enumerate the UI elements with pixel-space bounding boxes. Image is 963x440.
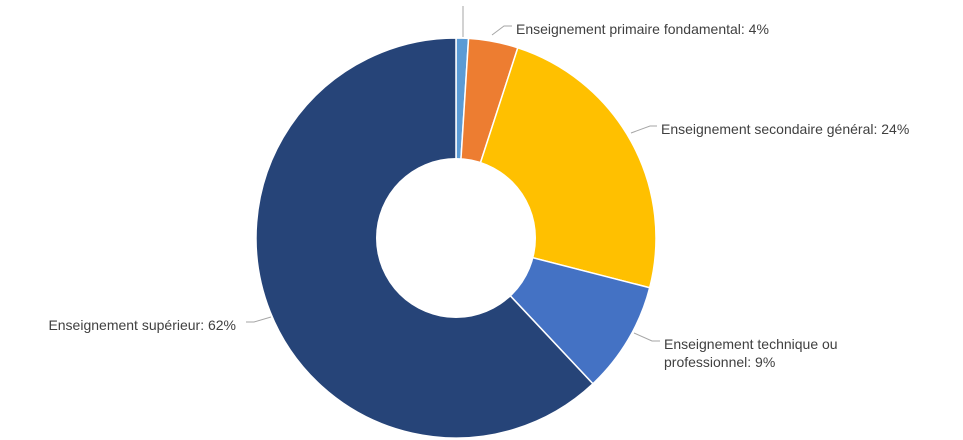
leader-line-2 [630,125,657,134]
labels-layer: Enseignement primaire fondamental: 4% Ens… [48,21,909,370]
slice-label-3-line-0: Enseignement technique ou [664,336,838,352]
leader-line-3 [633,332,660,342]
slice-label-4-line-0: Enseignement supérieur: 62% [48,317,236,333]
leader-line-4 [246,316,272,323]
slice-label-3: Enseignement technique ou professionnel: … [664,336,838,370]
leader-lines-layer [246,6,660,342]
slice-label-2: Enseignement secondaire général: 24% [661,121,909,137]
slice-label-2-line-0: Enseignement secondaire général: 24% [661,121,909,137]
slice-label-4: Enseignement supérieur: 62% [48,317,236,333]
slice-label-3-line-1: professionnel: 9% [664,354,775,370]
slice-label-1: Enseignement primaire fondamental: 4% [516,21,769,37]
slice-label-1-line-0: Enseignement primaire fondamental: 4% [516,21,769,37]
donut-hole [376,158,536,318]
leader-line-1 [491,25,512,36]
